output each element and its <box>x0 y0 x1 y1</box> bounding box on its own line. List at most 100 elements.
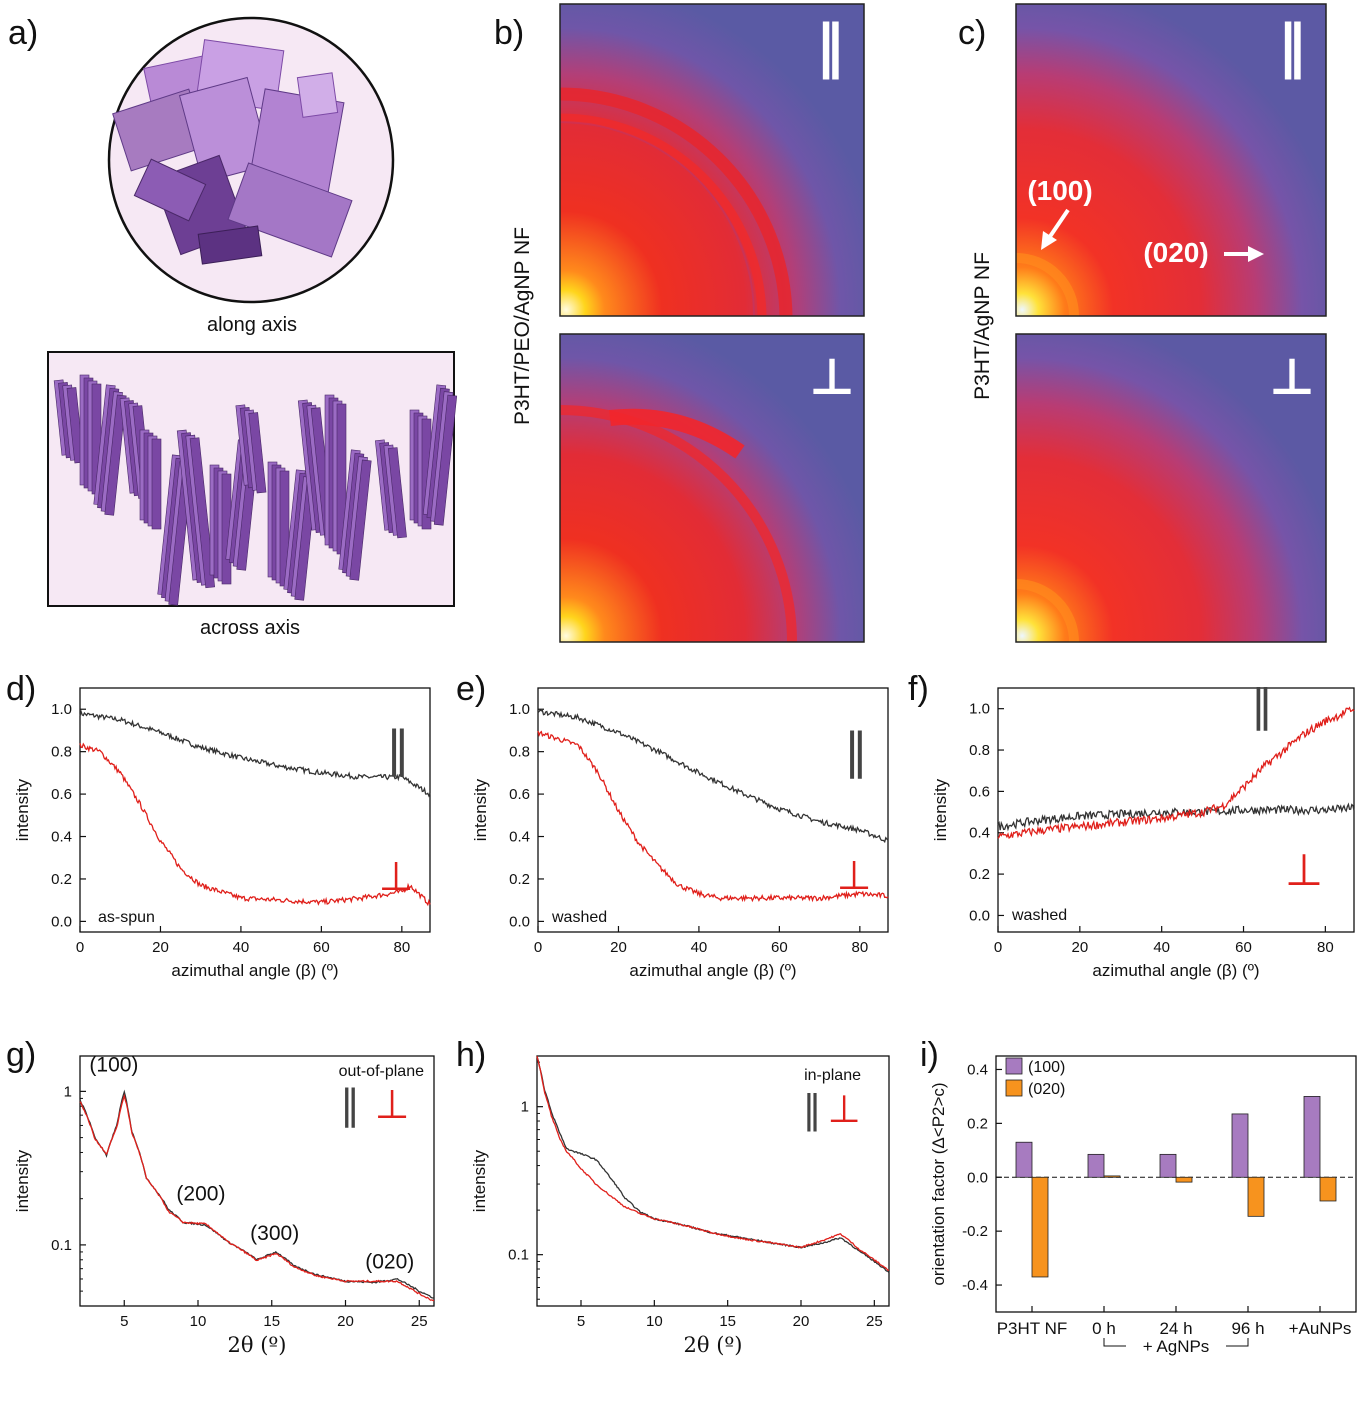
plot-frame-h <box>536 1055 890 1307</box>
y-tick-label: 0.4 <box>509 829 530 846</box>
y-axis-label: intensity <box>13 1149 32 1212</box>
y-tick-label: -0.4 <box>962 1277 988 1294</box>
y-tick-label: 0.8 <box>51 744 72 761</box>
y-tick-label: 0.6 <box>969 783 990 800</box>
series-line-perpendicular <box>79 742 431 907</box>
x-tick-label: 0 <box>534 939 542 956</box>
series-line-parallel <box>79 709 431 798</box>
x-tick-label: +AuNPs <box>1289 1319 1352 1338</box>
x-tick-label: 20 <box>793 1313 810 1330</box>
bar-020 <box>1175 1176 1193 1183</box>
legend-parallel-symbol: ‖ <box>803 1087 822 1132</box>
y-tick-label: -0.2 <box>962 1223 988 1240</box>
annotation-g: out-of-plane <box>339 1063 424 1080</box>
waxs-pattern-b-parallel <box>559 3 865 317</box>
x-tick-label: 60 <box>771 939 788 956</box>
arrow-label-020: (020) <box>1143 237 1208 268</box>
legend-swatch-020 <box>1005 1079 1023 1097</box>
chart-g: 5 10 15 20 25 0.1 1 2θ (º) intensity out-of-plane… <box>13 1053 435 1357</box>
peak-label: (200) <box>176 1182 225 1205</box>
y-tick-label: 0.6 <box>509 786 530 803</box>
panel-label-f: f) <box>908 670 929 708</box>
plate-stack <box>104 394 127 516</box>
plot-frame-g <box>79 1055 435 1307</box>
y-tick-label: 1.0 <box>509 701 530 718</box>
annotation-h: in-plane <box>804 1067 861 1084</box>
y-tick-label: 0.0 <box>509 913 530 930</box>
x-tick-label: 40 <box>1153 939 1170 956</box>
series-line-perpendicular <box>79 1093 435 1302</box>
legend-perp-symbol: ⊥ <box>1285 845 1323 896</box>
y-tick-label: 0.4 <box>967 1061 988 1078</box>
x-axis-label: azimuthal angle (β) (º) <box>1092 961 1259 980</box>
plate-stack <box>433 394 458 526</box>
y-tick-label: 0.8 <box>969 742 990 759</box>
x-tick-label: 15 <box>263 1313 280 1330</box>
side-label-c: P3HT/AgNP NF <box>971 252 994 400</box>
x-tick-label: 20 <box>1071 939 1088 956</box>
caption-across-axis: across axis <box>200 617 300 639</box>
annotation-d: as-spun <box>98 909 155 926</box>
x-tick-label: 24 h <box>1159 1319 1192 1338</box>
x-axis-label: azimuthal angle (β) (º) <box>171 961 338 980</box>
chart-f: 0 20 40 60 80 0.0 0.2 0.4 0.6 0.8 1.0 azimuthal ang… <box>931 680 1355 980</box>
caption-along-axis: along axis <box>207 314 297 336</box>
chart-d: 0 20 40 60 80 0.0 0.2 0.4 0.6 0.8 1.0 azimuthal ang… <box>13 687 431 980</box>
x-tick-label: 80 <box>393 939 410 956</box>
panel-label-h: h) <box>456 1036 486 1074</box>
x-axis-label: 2θ (º) <box>228 1333 287 1357</box>
y-tick-label: 0.2 <box>509 871 530 888</box>
bar-100 <box>1087 1153 1105 1178</box>
chart-h: 5 10 15 20 25 0.1 1 2θ (º) intensity in-plane ‖ ⊥ <box>470 1055 890 1357</box>
y-tick-label: 0.0 <box>51 913 72 930</box>
legend-parallel-symbol: ‖ <box>386 721 410 777</box>
y-tick-label: 1 <box>64 1083 72 1100</box>
panel-label-i: i) <box>920 1036 939 1074</box>
x-tick-label: 0 h <box>1092 1319 1116 1338</box>
bar-020 <box>1319 1176 1337 1202</box>
legend-perp-symbol: ⊥ <box>379 854 414 900</box>
x-tick-label: 10 <box>190 1313 207 1330</box>
x-tick-label: 40 <box>233 939 250 956</box>
x-tick-label: 60 <box>313 939 330 956</box>
x-tick-label: 20 <box>610 939 627 956</box>
plot-frame-d <box>79 687 431 933</box>
bar-020 <box>1031 1176 1049 1278</box>
perp-symbol-c: ⊥ <box>1269 348 1315 406</box>
annotation-f: washed <box>1011 907 1067 924</box>
panel-label-d: d) <box>6 670 36 708</box>
y-tick-label: 0.2 <box>51 871 72 888</box>
y-axis-label: intensity <box>470 1149 489 1212</box>
charts-layer: 0 20 40 60 80 0.0 0.2 0.4 0.6 0.8 1.0 azimuthal ang… <box>13 680 1357 1357</box>
crystal-illustration-along-axis <box>107 16 395 304</box>
peak-label: (100) <box>89 1053 138 1076</box>
legend-label-100: (100) <box>1028 1059 1065 1076</box>
plate-stack <box>387 447 407 539</box>
panel-label-a: a) <box>8 14 38 52</box>
y-tick-label: 0.0 <box>969 907 990 924</box>
y-tick-label: 1.0 <box>969 701 990 718</box>
y-axis-label: intensity <box>931 778 950 841</box>
perp-symbol-b: ⊥ <box>809 348 855 406</box>
waxs-pattern-c-perpendicular <box>1015 333 1327 643</box>
legend-parallel-symbol: ‖ <box>1251 680 1273 731</box>
y-tick-label: 0.1 <box>51 1237 72 1254</box>
group-bracket-right <box>1226 1338 1249 1347</box>
bar-100 <box>1303 1096 1321 1178</box>
legend-label-020: (020) <box>1028 1081 1065 1098</box>
bar-020 <box>1103 1175 1121 1178</box>
group-bracket-left <box>1103 1338 1126 1347</box>
y-tick-label: 1.0 <box>51 701 72 718</box>
x-tick-label: 96 h <box>1231 1319 1264 1338</box>
series-line-perpendicular <box>997 706 1355 839</box>
x-tick-label: 5 <box>577 1313 585 1330</box>
bar-100 <box>1015 1141 1033 1178</box>
y-axis-label: intensity <box>471 778 490 841</box>
plot-frame-e <box>537 687 889 933</box>
bar-100 <box>1231 1113 1249 1178</box>
x-tick-label: 20 <box>152 939 169 956</box>
chart-i: -0.4 -0.2 0.0 0.2 0.4 orientation factor (Δ<P… <box>929 1055 1357 1356</box>
plate-stack <box>151 438 162 530</box>
parallel-symbol-b: ‖ <box>816 12 845 80</box>
arrow-020 <box>1224 246 1264 262</box>
